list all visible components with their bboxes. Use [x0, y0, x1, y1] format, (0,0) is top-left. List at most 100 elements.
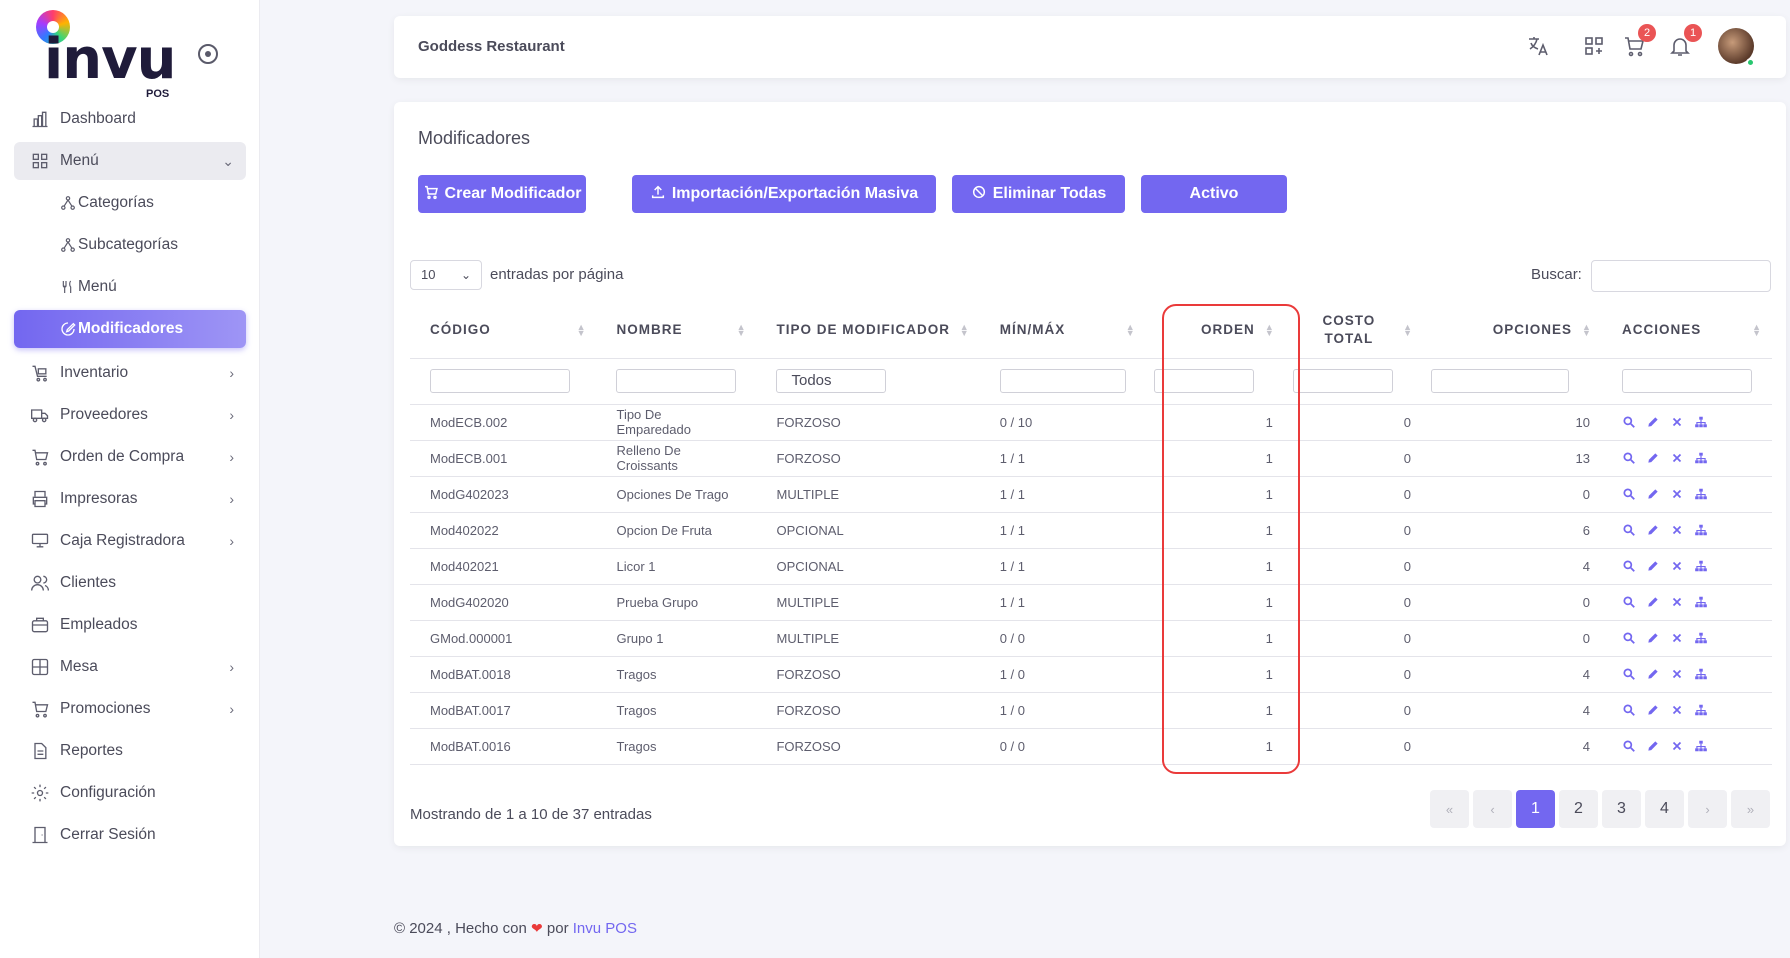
sitemap-icon[interactable] [1694, 559, 1708, 573]
column-header-code[interactable]: CÓDIGO ▲ ▼ [410, 302, 597, 359]
sidebar-item-categorias[interactable]: Categorías [14, 184, 246, 222]
chevron-right-icon: › [229, 533, 234, 549]
pencil-icon[interactable] [1646, 739, 1660, 753]
pagination-first[interactable]: « [1430, 790, 1469, 828]
sidebar-item-cerrar-sesion[interactable]: Cerrar Sesión [14, 816, 246, 854]
pagination-page-2[interactable]: 2 [1559, 790, 1598, 828]
sitemap-icon[interactable] [1694, 451, 1708, 465]
pagination-page-1[interactable]: 1 [1516, 790, 1555, 828]
sitemap-icon[interactable] [1694, 703, 1708, 717]
sidebar-item-menu-items[interactable]: Menú [14, 268, 246, 306]
filter-order-input[interactable] [1153, 369, 1254, 393]
pencil-icon[interactable] [1646, 703, 1660, 717]
sitemap-icon[interactable] [1694, 631, 1708, 645]
import-export-button[interactable]: Importación/Exportación Masiva [632, 175, 936, 213]
pencil-icon[interactable] [1646, 523, 1660, 537]
sidebar-item-modificadores[interactable]: Modificadores [14, 310, 246, 348]
pencil-icon[interactable] [1646, 451, 1660, 465]
search-icon[interactable] [1622, 487, 1636, 501]
sitemap-icon[interactable] [1694, 739, 1708, 753]
footer-link[interactable]: Invu POS [572, 920, 637, 937]
sidebar-item-reportes[interactable]: Reportes [14, 732, 246, 770]
search-icon[interactable] [1622, 559, 1636, 573]
invu-logo[interactable]: invu POS [34, 10, 184, 100]
translate-icon[interactable] [1526, 34, 1552, 60]
filter-actions-input[interactable] [1621, 369, 1752, 393]
filter-cost-input[interactable] [1292, 369, 1393, 393]
sidebar-item-promociones[interactable]: Promociones › [14, 690, 246, 728]
column-header-actions[interactable]: ACCIONES ▲ ▼ [1601, 302, 1772, 359]
filter-type-select[interactable]: Todos [776, 369, 887, 393]
search-icon[interactable] [1622, 703, 1636, 717]
search-icon[interactable] [1622, 415, 1636, 429]
pagination-next[interactable]: › [1688, 790, 1727, 828]
pencil-icon[interactable] [1646, 595, 1660, 609]
pencil-icon[interactable] [1646, 415, 1660, 429]
search-icon[interactable] [1622, 667, 1636, 681]
search-input[interactable] [1591, 260, 1771, 292]
pencil-icon[interactable] [1646, 487, 1660, 501]
column-header-order[interactable]: ORDEN ▲ ▼ [1145, 302, 1285, 359]
sitemap-icon[interactable] [1694, 487, 1708, 501]
close-icon[interactable] [1670, 415, 1684, 429]
sidebar-item-subcategorias[interactable]: Subcategorías [14, 226, 246, 264]
close-icon[interactable] [1670, 595, 1684, 609]
cell-total-cost: 0 [1284, 440, 1423, 477]
active-filter-button[interactable]: Activo [1141, 175, 1287, 213]
sitemap-icon[interactable] [1694, 667, 1708, 681]
sidebar-item-menu[interactable]: Menú ⌄ [14, 142, 246, 180]
pagination-prev[interactable]: ‹ [1473, 790, 1512, 828]
search-icon[interactable] [1622, 595, 1636, 609]
column-header-minmax[interactable]: MÍN/MÁX ▲ ▼ [979, 302, 1146, 359]
sidebar-item-impresoras[interactable]: Impresoras › [14, 480, 246, 518]
create-modifier-button[interactable]: Crear Modificador [418, 175, 586, 213]
close-icon[interactable] [1670, 631, 1684, 645]
pagination-last[interactable]: » [1731, 790, 1770, 828]
cart-icon[interactable]: 2 [1622, 24, 1656, 60]
row-actions [1622, 739, 1752, 753]
filter-options-input[interactable] [1431, 369, 1569, 393]
sidebar-toggle-icon[interactable] [198, 44, 218, 64]
close-icon[interactable] [1670, 739, 1684, 753]
apps-add-icon[interactable] [1582, 34, 1608, 60]
close-icon[interactable] [1670, 667, 1684, 681]
pagination-page-4[interactable]: 4 [1645, 790, 1684, 828]
sidebar-item-clientes[interactable]: Clientes [14, 564, 246, 602]
search-icon[interactable] [1622, 523, 1636, 537]
sidebar-item-configuracion[interactable]: Configuración [14, 774, 246, 812]
page-length-select[interactable]: 10 ⌄ [410, 260, 482, 290]
chevron-right-icon: › [229, 365, 234, 381]
pencil-icon[interactable] [1646, 559, 1660, 573]
close-icon[interactable] [1670, 487, 1684, 501]
filter-code-input[interactable] [430, 369, 570, 393]
sitemap-icon[interactable] [1694, 415, 1708, 429]
sitemap-icon[interactable] [1694, 595, 1708, 609]
close-icon[interactable] [1670, 523, 1684, 537]
column-header-total-cost[interactable]: COSTO TOTAL ▲ ▼ [1284, 302, 1423, 359]
close-icon[interactable] [1670, 451, 1684, 465]
pencil-icon[interactable] [1646, 631, 1660, 645]
search-icon[interactable] [1622, 739, 1636, 753]
delete-all-button[interactable]: Eliminar Todas [952, 175, 1125, 213]
filter-name-input[interactable] [616, 369, 737, 393]
sidebar-item-proveedores[interactable]: Proveedores › [14, 396, 246, 434]
sidebar-item-dashboard[interactable]: Dashboard [14, 100, 246, 138]
column-header-options[interactable]: OPCIONES ▲ ▼ [1423, 302, 1602, 359]
filter-minmax-input[interactable] [999, 369, 1126, 393]
sidebar-item-inventario[interactable]: Inventario › [14, 354, 246, 392]
close-icon[interactable] [1670, 703, 1684, 717]
search-icon[interactable] [1622, 451, 1636, 465]
sidebar-item-empleados[interactable]: Empleados [14, 606, 246, 644]
column-header-type[interactable]: TIPO DE MODIFICADOR ▲ ▼ [756, 302, 980, 359]
cell-code: GMod.000001 [410, 620, 597, 657]
search-icon[interactable] [1622, 631, 1636, 645]
pencil-icon[interactable] [1646, 667, 1660, 681]
sitemap-icon[interactable] [1694, 523, 1708, 537]
column-header-name[interactable]: NOMBRE ▲ ▼ [596, 302, 757, 359]
sidebar-item-orden-compra[interactable]: Orden de Compra › [14, 438, 246, 476]
pagination-page-3[interactable]: 3 [1602, 790, 1641, 828]
bell-icon[interactable]: 1 [1668, 24, 1702, 60]
sidebar-item-mesa[interactable]: Mesa › [14, 648, 246, 686]
close-icon[interactable] [1670, 559, 1684, 573]
sidebar-item-caja[interactable]: Caja Registradora › [14, 522, 246, 560]
